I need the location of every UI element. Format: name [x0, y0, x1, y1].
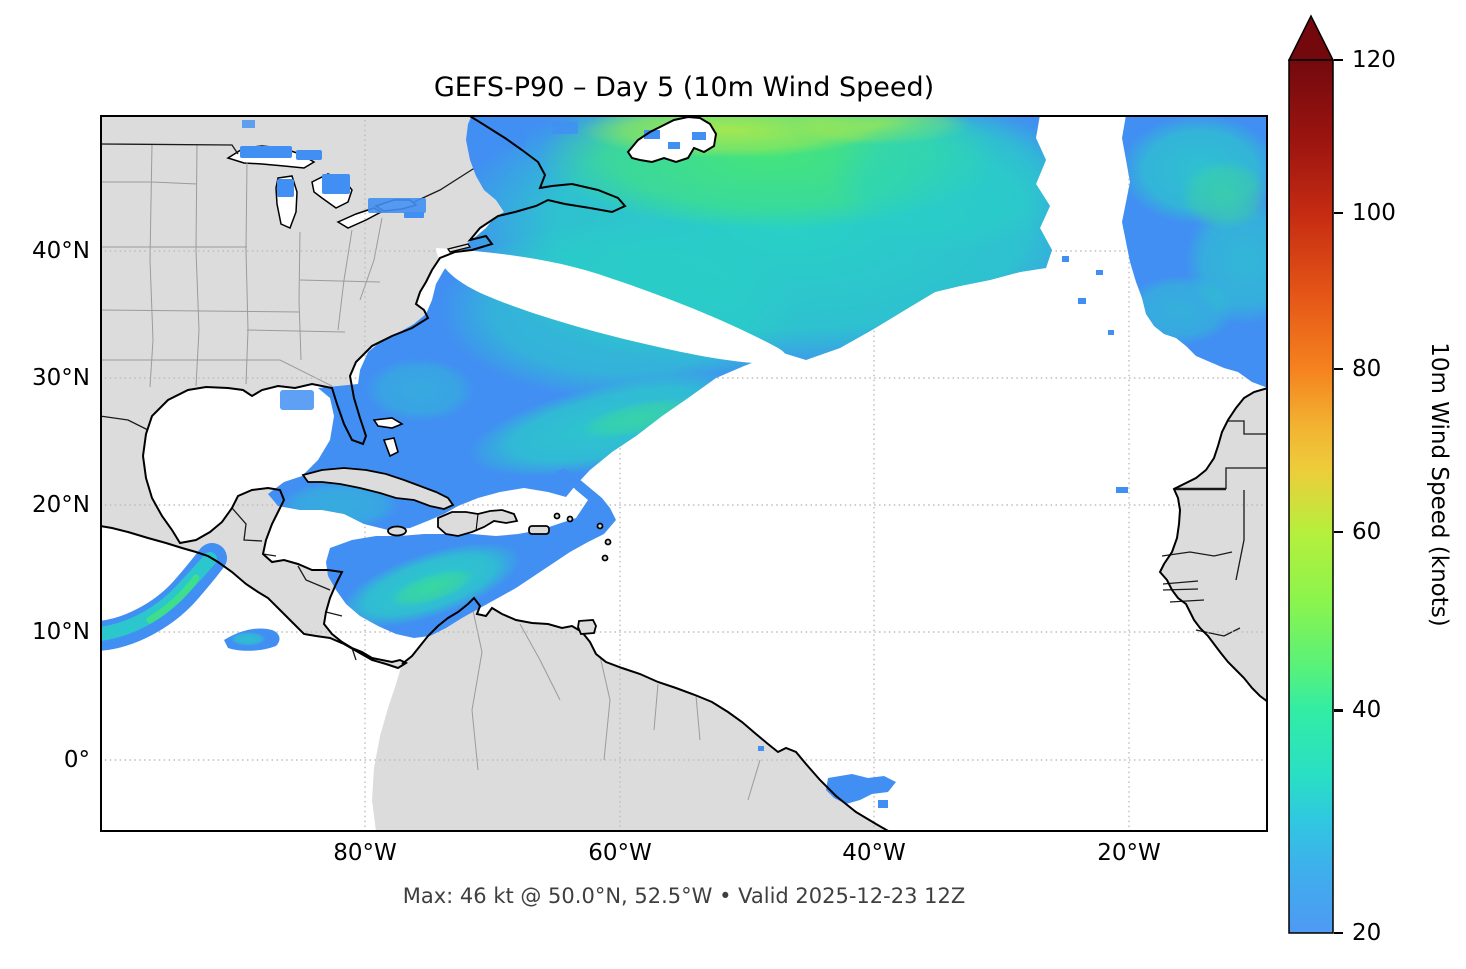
africa-landmass	[1160, 388, 1268, 702]
colorbar-axis-label: 10m Wind Speed (knots)	[1426, 342, 1452, 627]
x-tick-label: 40°W	[842, 840, 906, 866]
colorbar-tick-mark	[1334, 932, 1343, 935]
map-caption: Max: 46 kt @ 50.0°N, 52.5°W • Valid 2025…	[402, 884, 966, 908]
bahamas-islands	[372, 417, 404, 458]
x-tick-label: 60°W	[588, 840, 652, 866]
hispaniola-island	[437, 509, 519, 537]
wind-equatorial-patch	[758, 746, 896, 808]
page-title: GEFS-P90 – Day 5 (10m Wind Speed)	[433, 72, 935, 103]
colorbar-tick-label: 60	[1352, 519, 1382, 546]
cuba-island	[301, 467, 455, 510]
wind-small-patches	[240, 120, 1128, 493]
y-tick-label: 30°N	[32, 365, 90, 391]
colorbar-tick-label: 20	[1352, 920, 1382, 946]
colorbar-tick-label: 40	[1352, 697, 1382, 724]
colorbar-tick-mark	[1334, 368, 1343, 371]
colorbar-tick-mark	[1334, 709, 1343, 712]
south-america-landmass	[372, 598, 890, 832]
caribbean-islands	[301, 243, 612, 635]
newfoundland-island	[626, 115, 718, 164]
map-svg	[100, 115, 1268, 832]
colorbar	[1287, 14, 1335, 934]
colorbar-tick-mark	[1334, 211, 1343, 214]
y-tick-label: 20°N	[32, 492, 90, 518]
puerto-rico-island	[528, 525, 550, 535]
y-tick-label: 40°N	[32, 238, 90, 264]
colorbar-extend-arrow-icon	[1287, 14, 1335, 61]
colorbar-tick-label: 80	[1352, 356, 1382, 383]
x-tick-label: 20°W	[1097, 840, 1161, 866]
state-borders	[100, 143, 761, 801]
colorbar-tick-mark	[1334, 531, 1343, 534]
y-tick-label: 10°N	[32, 619, 90, 645]
calm-white-blob	[436, 248, 787, 364]
trinidad-island	[577, 619, 597, 635]
colorbar-gradient-bar	[1288, 59, 1334, 934]
wind-tehuantepec-arc	[100, 543, 227, 651]
map-plot	[100, 115, 1268, 832]
colorbar-tick-label: 120	[1352, 47, 1396, 73]
y-tick-label: 0°	[63, 747, 90, 773]
colorbar-tick-label: 100	[1352, 199, 1396, 226]
long-island	[446, 243, 472, 253]
colorbar-tick-mark	[1334, 59, 1343, 62]
x-tick-label: 80°W	[333, 840, 397, 866]
jamaica-island	[387, 525, 407, 537]
coastline-layer	[100, 115, 1268, 832]
wind-papagayo-patch	[224, 628, 280, 651]
north-america-landmass	[100, 115, 625, 668]
plot-frame	[100, 115, 1268, 832]
